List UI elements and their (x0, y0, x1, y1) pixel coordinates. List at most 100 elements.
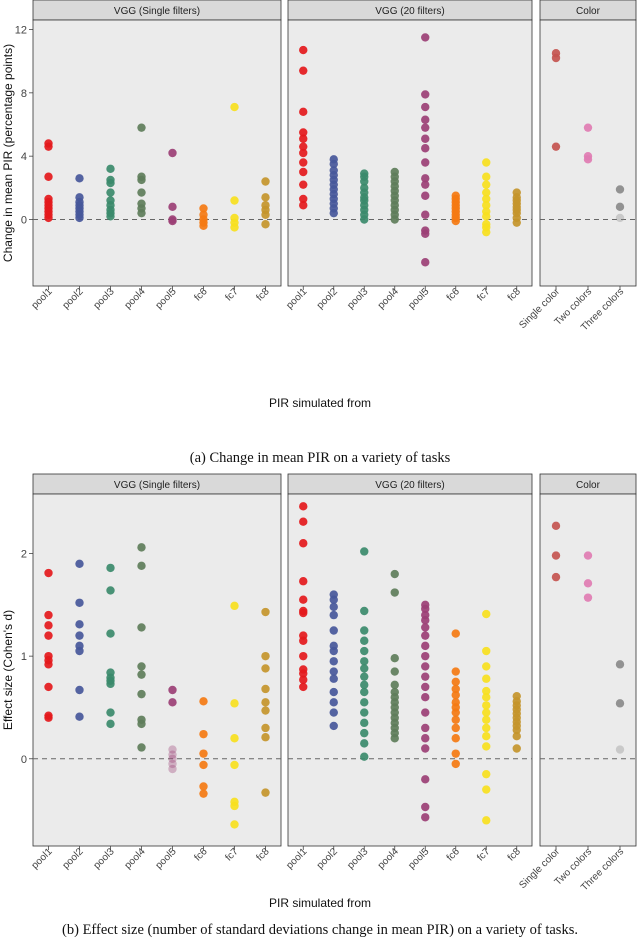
x-tick-label: pool3 (92, 846, 117, 871)
data-point-pool3 (360, 626, 369, 635)
data-point-pool2 (75, 685, 84, 695)
data-point-pool4 (137, 662, 146, 671)
data-point-pool3 (106, 178, 115, 188)
data-point-pool4 (390, 680, 399, 690)
data-point-fc7 (482, 686, 491, 696)
x-tick-label: pool2 (61, 846, 86, 871)
data-point-pool1 (44, 631, 53, 640)
data-point-pool1 (299, 142, 308, 151)
data-point-pool4 (137, 689, 146, 699)
data-point-pool2 (329, 602, 338, 612)
data-point-fc6 (199, 760, 208, 770)
data-point-fc7 (230, 102, 239, 112)
x-tick-label: fc7 (475, 846, 493, 864)
data-point-fc7 (482, 662, 491, 671)
data-point-pool5 (421, 813, 430, 822)
data-point-pool2 (329, 595, 338, 604)
data-point-pool3 (360, 680, 369, 690)
x-tick-label: fc7 (223, 846, 241, 864)
data-point-pool3 (360, 672, 369, 681)
data-point-pool5 (168, 745, 177, 754)
data-point-pool3 (106, 212, 115, 221)
y-tick-label: 4 (21, 151, 27, 163)
data-point-pool2 (329, 159, 338, 169)
data-point-pool1 (299, 128, 308, 137)
data-point-pool4 (137, 175, 146, 185)
data-point-pool4 (137, 623, 146, 632)
facet-strip-label: VGG (Single filters) (114, 6, 200, 17)
facet-strip-label: Color (576, 6, 601, 17)
data-point-pool5 (421, 682, 430, 692)
data-point-pool4 (137, 208, 146, 218)
data-point-fc8 (261, 220, 270, 229)
data-point-pool1 (299, 167, 308, 177)
data-point-fc7 (482, 188, 491, 197)
data-point-fc6 (451, 629, 460, 638)
data-point-pool5 (421, 191, 430, 200)
data-point-pool1 (299, 148, 308, 158)
x-tick-label: pool2 (61, 286, 86, 311)
data-point-pool3 (360, 708, 369, 717)
data-point-fc7 (482, 742, 491, 751)
data-point-pool5 (421, 158, 430, 167)
data-point-fc6 (199, 729, 208, 739)
x-tick-label: fc7 (223, 286, 241, 304)
data-point-pool4 (137, 543, 146, 552)
data-point-fc7 (482, 731, 491, 741)
x-tick-label: pool1 (284, 286, 309, 311)
data-point-pool2 (329, 674, 338, 683)
data-point-pool4 (137, 670, 146, 679)
data-point-three-colors (615, 745, 625, 754)
facet-vgg-20-filters: VGG (20 filters) pool1 pool2 pool3 pool4 pool… (284, 0, 533, 311)
data-point-fc7 (482, 701, 491, 710)
facet-strip-label: VGG (Single filters) (114, 480, 200, 491)
x-tick-label: pool1 (30, 846, 55, 871)
data-point-fc6 (451, 690, 460, 700)
data-point-pool1 (299, 134, 308, 143)
facet-strip-label: Color (576, 480, 601, 491)
data-point-pool1 (299, 682, 308, 692)
data-point-pool5 (421, 102, 430, 112)
x-tick-label: pool3 (92, 286, 117, 311)
data-point-pool5 (421, 802, 430, 812)
y-tick-label: 0 (21, 215, 27, 227)
data-point-pool5 (421, 210, 430, 219)
data-point-single-color (551, 551, 561, 560)
data-point-three-colors (615, 699, 625, 708)
data-point-pool3 (360, 664, 369, 673)
data-point-pool1 (299, 502, 308, 511)
data-point-fc8 (512, 731, 521, 741)
data-point-fc8 (512, 218, 521, 227)
data-point-pool3 (360, 215, 369, 224)
data-point-pool4 (137, 561, 146, 571)
caption-b: (b) Effect size (number of standard devi… (62, 922, 578, 938)
data-point-three-colors (615, 213, 625, 223)
data-point-fc7 (230, 760, 239, 770)
data-point-pool3 (106, 164, 115, 174)
data-point-pool5 (168, 750, 177, 759)
data-point-pool1 (299, 45, 308, 55)
data-point-fc7 (482, 692, 491, 702)
data-point-pool3 (360, 739, 369, 748)
data-point-pool5 (421, 623, 430, 632)
facet-vgg-single-filters: VGG (Single filters) pool1 pool2 pool3 pool4… (30, 473, 282, 871)
data-point-fc7 (482, 227, 491, 237)
data-point-fc7 (230, 734, 239, 743)
data-point-fc7 (482, 212, 491, 221)
data-point-pool1 (299, 201, 308, 210)
data-point-fc8 (261, 733, 270, 742)
data-point-pool4 (137, 188, 146, 197)
data-point-pool5 (168, 754, 177, 763)
data-point-fc8 (261, 723, 270, 733)
data-point-single-color (551, 53, 561, 63)
x-tick-label: pool5 (406, 286, 431, 311)
data-point-fc8 (261, 706, 270, 715)
x-tick-label: pool3 (345, 286, 370, 311)
data-point-pool5 (421, 692, 430, 702)
x-tick-label: fc6 (192, 286, 210, 304)
y-tick-label: 8 (21, 88, 27, 100)
data-point-pool5 (421, 115, 430, 124)
data-point-pool4 (390, 588, 399, 597)
